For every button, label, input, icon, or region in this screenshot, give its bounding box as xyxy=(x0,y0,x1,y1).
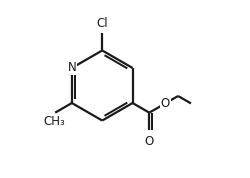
Text: CH₃: CH₃ xyxy=(44,115,65,128)
Text: O: O xyxy=(145,135,154,148)
Text: O: O xyxy=(161,96,170,109)
Text: Cl: Cl xyxy=(96,17,108,30)
Text: N: N xyxy=(68,61,76,74)
